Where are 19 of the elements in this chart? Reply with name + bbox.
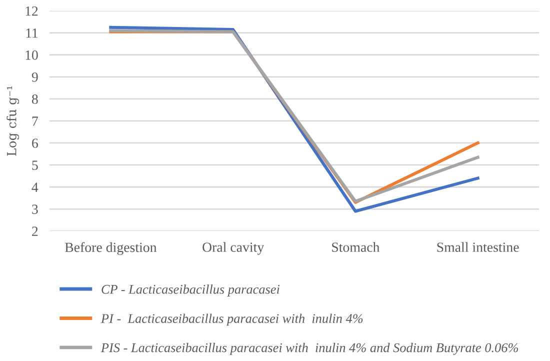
y-tick-label: 7 [32,116,38,126]
x-tick-label: Oral cavity [202,242,264,255]
y-tick-label: 3 [32,204,38,214]
y-tick-label: 12 [26,6,38,16]
y-tick-label: 10 [26,50,38,60]
x-tick-label: Stomach [332,242,380,252]
y-tick-label: 2 [32,226,38,236]
y-tick-label: 5 [32,160,38,170]
y-tick-label: 11 [26,28,38,38]
y-tick-label: 8 [32,94,38,104]
legend-label: CP - Lacticaseibacillus paracasei [102,284,280,296]
y-tick-label: 4 [32,182,38,192]
x-tick-label: Before digestion [64,242,157,255]
y-tick-label: 6 [32,138,38,148]
legend-label: PIS - Lacticaseibacillus paracasei with inulin 4% and Sodium Butyrate 0.06% [100,342,518,355]
y-tick-label: 9 [32,72,38,82]
x-tick-label: Small intestine [437,242,519,252]
legend-label: PI - Lacticaseibacillus paracasei with inulin 4% [100,314,363,326]
y-axis-title: Log cfu g⁻¹ [6,86,19,156]
